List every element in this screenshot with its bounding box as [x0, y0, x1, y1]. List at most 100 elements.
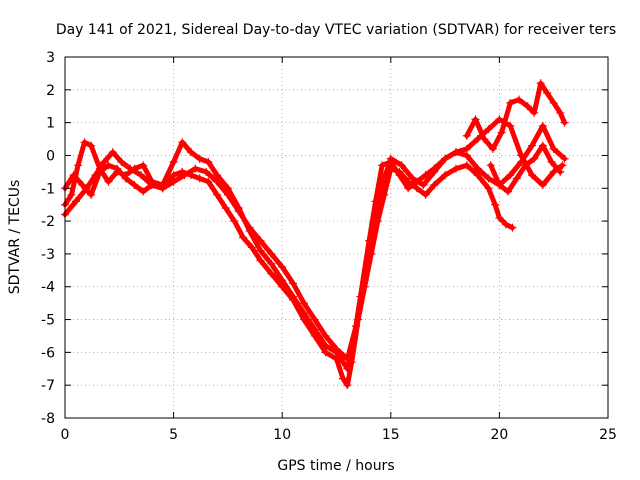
data-point	[441, 171, 450, 180]
data-point	[441, 154, 450, 163]
x-axis-label: GPS time / hours	[277, 458, 394, 474]
data-point	[223, 190, 232, 199]
series-track-d	[462, 79, 569, 153]
data-point	[556, 108, 565, 117]
data-point	[332, 345, 341, 354]
data-point	[121, 171, 130, 180]
data-point	[139, 161, 148, 170]
data-point	[488, 144, 497, 153]
data-point	[395, 171, 404, 180]
y-tick-label: 3	[46, 50, 55, 66]
data-point	[506, 171, 515, 180]
data-point	[360, 276, 369, 285]
data-point	[421, 171, 430, 180]
data-point	[404, 184, 413, 193]
data-point	[538, 180, 547, 189]
data-point	[230, 217, 239, 226]
data-point	[137, 171, 146, 180]
data-point	[501, 220, 510, 229]
data-point	[530, 108, 539, 117]
data-point	[310, 315, 319, 324]
data-point	[91, 171, 100, 180]
data-point	[556, 167, 565, 176]
data-point	[67, 190, 76, 199]
data-point	[126, 164, 135, 173]
chart-title: Day 141 of 2021, Sidereal Day-to-day VTE…	[56, 22, 616, 38]
data-point	[289, 279, 298, 288]
data-point	[213, 177, 222, 186]
ticks: 0 5 10 15 20 25 -8 -7 -6 -5 -4 -3 -2 -1 0 1 2 3	[41, 50, 617, 443]
data-point	[462, 131, 471, 140]
data-point	[343, 364, 352, 373]
data-point	[451, 164, 460, 173]
x-tick-label: 25	[599, 427, 617, 443]
data-point	[267, 249, 276, 258]
data-point	[495, 213, 504, 222]
data-point	[180, 171, 189, 180]
data-point	[506, 121, 515, 130]
y-axis-label: SDTVAR / TECUs	[7, 180, 23, 295]
y-tick-label: -4	[41, 280, 55, 296]
y-tick-label: 2	[46, 83, 55, 99]
data-point	[484, 125, 493, 134]
data-point	[74, 161, 83, 170]
data-point	[191, 164, 200, 173]
data-point	[517, 158, 526, 167]
data-point	[108, 148, 117, 157]
data-point	[343, 381, 352, 390]
data-point	[186, 148, 195, 157]
data-point	[104, 161, 113, 170]
data-point	[247, 243, 256, 252]
data-point	[527, 171, 536, 180]
data-point	[547, 158, 556, 167]
data-point	[480, 135, 489, 144]
data-point	[497, 128, 506, 137]
x-tick-label: 0	[61, 427, 70, 443]
data-point	[462, 151, 471, 160]
data-point	[462, 161, 471, 170]
data-point	[543, 89, 552, 98]
data-point	[491, 200, 500, 209]
data-point	[71, 197, 80, 206]
data-point	[495, 115, 504, 124]
y-tick-label: -2	[41, 214, 55, 230]
data-point	[495, 180, 504, 189]
data-point	[289, 292, 298, 301]
data-point	[278, 263, 287, 272]
data-point	[430, 167, 439, 176]
data-point	[82, 184, 91, 193]
x-tick-label: 20	[490, 427, 508, 443]
data-point	[204, 177, 213, 186]
series-track-c	[61, 121, 569, 363]
y-tick-label: -8	[41, 411, 55, 427]
data-point	[80, 138, 89, 147]
data-point	[321, 341, 330, 350]
data-point	[139, 187, 148, 196]
data-point	[473, 164, 482, 173]
data-point	[299, 308, 308, 317]
y-tick-label: -5	[41, 313, 55, 329]
data-point	[549, 98, 558, 107]
y-tick-label: 0	[46, 148, 55, 164]
data-point	[195, 154, 204, 163]
y-tick-label: 1	[46, 116, 55, 132]
data-point	[213, 190, 222, 199]
data-point	[352, 322, 361, 331]
series-line	[62, 123, 568, 362]
data-point	[504, 187, 513, 196]
x-tick-label: 15	[382, 427, 400, 443]
data-point	[558, 161, 567, 170]
data-point	[343, 354, 352, 363]
data-point	[369, 223, 378, 232]
data-point	[245, 223, 254, 232]
data-point	[378, 180, 387, 189]
data-point	[87, 141, 96, 150]
data-point	[514, 95, 523, 104]
series-layer	[61, 79, 569, 390]
data-point	[538, 121, 547, 130]
data-point	[100, 158, 109, 167]
data-point	[221, 203, 230, 212]
data-point	[234, 207, 243, 216]
data-point	[158, 184, 167, 193]
